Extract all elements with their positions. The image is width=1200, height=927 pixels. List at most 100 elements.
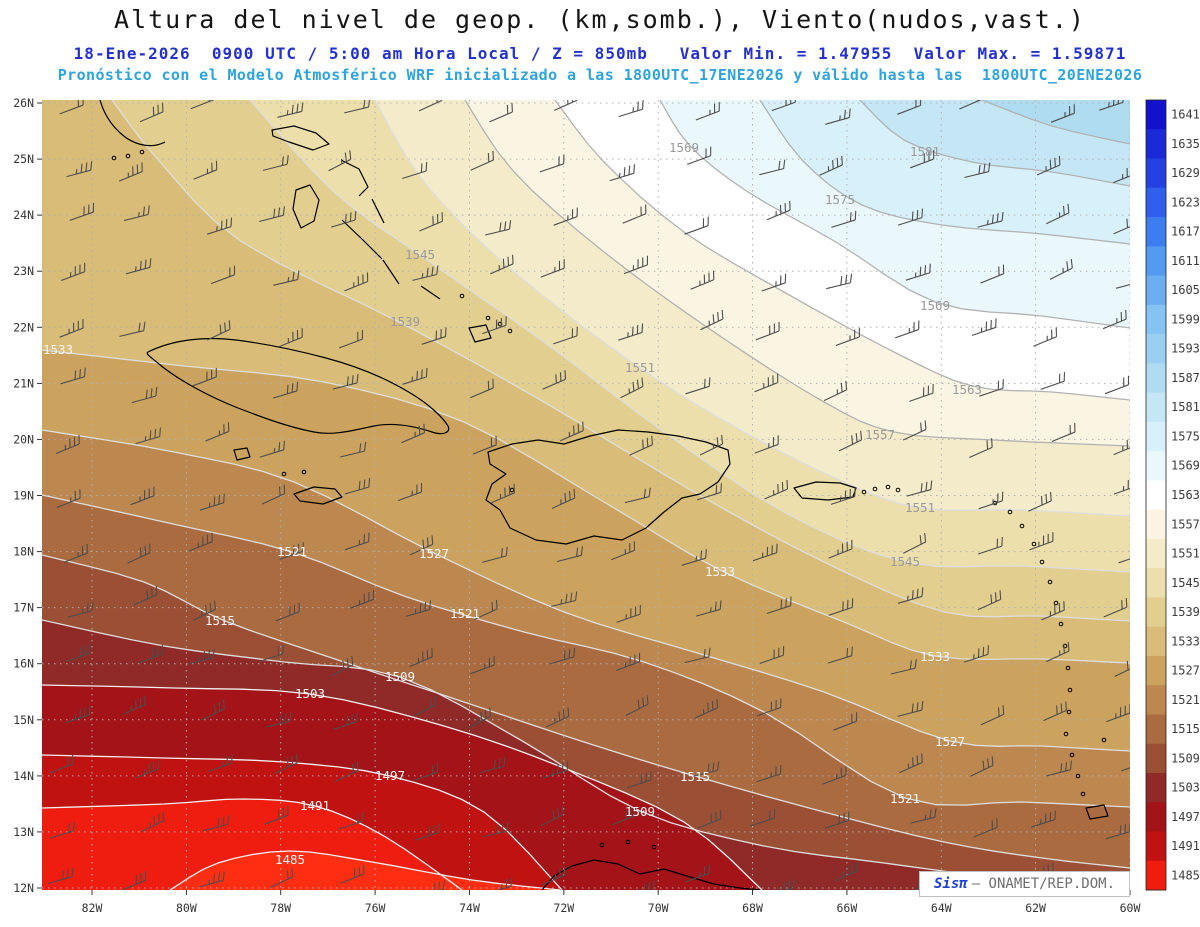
islet: [1080, 791, 1086, 797]
map-canvas: 1569 1581 1575 1545 1539 1569 1551 1563 1533 1557…: [13, 96, 1200, 915]
wind-barb: [750, 809, 776, 827]
colorbar-segment: [1146, 772, 1166, 803]
wind-barb: [769, 879, 795, 890]
wind-barb: [551, 591, 578, 607]
lon-label: 78W: [270, 901, 291, 915]
contour-line-min: [169, 850, 561, 890]
wind-barb: [421, 327, 447, 345]
islet: [507, 328, 513, 334]
wind-barb: [192, 600, 217, 621]
map-area: 1569 1581 1575 1545 1539 1569 1551 1563 1533 1557…: [13, 96, 1141, 915]
wind-barb: [409, 535, 434, 556]
wind-barb: [909, 384, 934, 402]
lat-label: 22N: [13, 320, 34, 334]
colorbar-label: 1599: [1171, 312, 1200, 326]
wind-barb: [479, 757, 506, 774]
wind-barb: [545, 707, 570, 728]
wind-barb: [1036, 155, 1061, 176]
coastline: [233, 447, 251, 461]
islet: [1101, 737, 1107, 743]
wind-barb: [207, 320, 231, 341]
wind-barb: [899, 753, 923, 774]
wind-barb: [331, 210, 357, 228]
wind-barb: [771, 100, 797, 112]
wind-barb: [539, 154, 565, 173]
wind-barb: [557, 546, 583, 563]
wind-barb: [419, 880, 445, 890]
wind-barb: [55, 434, 80, 455]
wind-barb: [269, 867, 294, 888]
wind-barb: [694, 698, 719, 719]
wind-barb: [205, 422, 230, 442]
islet: [1019, 523, 1025, 529]
colorbar-segment: [1146, 568, 1166, 598]
coastline: [420, 285, 441, 300]
lon-label: 60W: [1120, 901, 1141, 915]
colorbar-segment: [1146, 743, 1166, 774]
colorbar-segment: [1146, 392, 1166, 423]
wind-barb: [49, 821, 75, 839]
wind-barb: [833, 712, 858, 731]
wind-barb: [622, 204, 647, 224]
lat-label: 21N: [13, 376, 34, 390]
contour-label: 1515: [205, 613, 235, 628]
islet: [1053, 600, 1059, 606]
wind-barb: [413, 763, 439, 782]
wind-barb: [1104, 375, 1130, 395]
wind-barb: [474, 599, 498, 620]
wind-barb: [827, 646, 853, 664]
wind-barb: [338, 329, 364, 349]
wind-barb: [980, 264, 1005, 284]
wind-barb: [624, 487, 651, 504]
wind-barb: [344, 272, 369, 292]
contour-band-min: [170, 851, 560, 890]
colorbar-label: 1641: [1171, 108, 1200, 122]
colorbar-segment: [1146, 275, 1166, 306]
colorbar-segment: [1146, 802, 1166, 832]
coastline: [99, 100, 166, 147]
islet: [1066, 709, 1072, 715]
watermark-org: — ONAMET/REP.DOM.: [971, 876, 1115, 892]
wind-barb: [418, 100, 443, 112]
colorbar-segment: [1146, 480, 1166, 511]
lat-label: 20N: [13, 432, 34, 446]
colorbar-segment: [1146, 597, 1166, 628]
islet: [1047, 579, 1053, 585]
colorbar-label: 1533: [1171, 634, 1200, 648]
wind-barb: [274, 753, 298, 774]
wind-barb: [761, 273, 787, 292]
wind-barb: [690, 270, 715, 290]
wind-barb: [766, 201, 791, 221]
wind-barb: [1102, 310, 1127, 330]
contour-line-1587: [981, 100, 1130, 145]
wind-barb: [759, 159, 786, 176]
wind-barb: [902, 420, 927, 441]
lon-label: 66W: [837, 901, 858, 915]
wind-barb: [695, 600, 722, 617]
wind-barb: [684, 216, 709, 235]
contour-label: 1569: [920, 298, 950, 313]
colorbar-label: 1617: [1171, 225, 1200, 239]
wind-barb: [897, 700, 924, 717]
wind-barb: [543, 761, 569, 779]
colorbar-label: 1497: [1171, 810, 1200, 824]
wind-barb: [470, 655, 495, 675]
wind-barb: [1113, 218, 1130, 235]
wind-barb: [56, 489, 81, 509]
wind-barb: [620, 377, 644, 399]
wind-barb: [134, 759, 159, 779]
lon-label: 64W: [931, 901, 952, 915]
wind-barb: [414, 823, 440, 841]
colorbar-label: 1593: [1171, 342, 1200, 356]
colorbar-label: 1581: [1171, 400, 1200, 414]
wind-barb: [328, 150, 352, 172]
grid-layer: [42, 100, 1130, 890]
colorbar-label: 1545: [1171, 576, 1200, 590]
wind-barb: [964, 645, 989, 663]
wind-barb: [340, 442, 367, 458]
wind-barb: [754, 435, 779, 454]
colorbar-segment: [1146, 158, 1166, 189]
wind-barb: [119, 321, 146, 337]
islet: [139, 149, 145, 155]
islet: [599, 842, 605, 848]
